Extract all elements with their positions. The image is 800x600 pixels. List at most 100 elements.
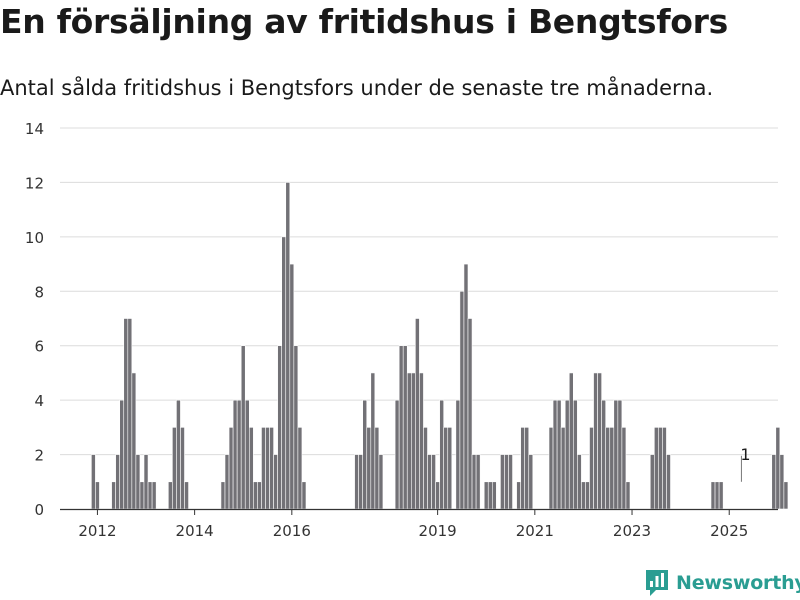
- bar: [273, 454, 278, 510]
- bar: [176, 399, 181, 510]
- bar: [228, 427, 234, 510]
- bar: [402, 345, 408, 510]
- bar: [597, 372, 602, 510]
- x-tick-label: 2023: [613, 522, 651, 540]
- bar: [115, 454, 121, 510]
- bar: [394, 399, 400, 510]
- bar: [463, 263, 469, 510]
- bar: [435, 481, 440, 510]
- bar: [568, 372, 574, 510]
- bar: [374, 427, 380, 510]
- bar: [560, 427, 566, 510]
- y-tick-label: 14: [25, 120, 44, 138]
- bar: [605, 427, 611, 510]
- bar: [415, 318, 420, 510]
- bar: [168, 481, 173, 510]
- bar: [500, 454, 505, 510]
- x-tick-label: 2012: [78, 522, 116, 540]
- y-tick-label: 8: [34, 283, 44, 301]
- bar: [147, 481, 153, 510]
- bar: [548, 427, 554, 510]
- chart-subtitle: Antal sålda fritidshus i Bengtsfors unde…: [0, 76, 714, 100]
- bar: [427, 454, 432, 510]
- bar: [572, 399, 578, 510]
- bar: [406, 372, 412, 510]
- bar: [261, 427, 266, 510]
- y-tick-label: 12: [25, 174, 44, 192]
- bar: [516, 481, 521, 510]
- bar: [771, 454, 777, 510]
- bar: [447, 427, 453, 510]
- bar: [439, 399, 444, 510]
- chart-title: En försäljning av fritidshus i Bengtsfor…: [0, 2, 728, 41]
- bar: [443, 427, 449, 510]
- bar: [431, 454, 436, 510]
- bar: [224, 454, 230, 510]
- bar: [293, 345, 299, 510]
- bar: [362, 399, 368, 510]
- bar: [111, 481, 116, 510]
- bar: [491, 481, 497, 510]
- annotation-label: 1: [740, 445, 750, 464]
- bar: [455, 399, 461, 510]
- bar: [601, 399, 607, 510]
- bar: [354, 454, 359, 510]
- bar: [718, 481, 724, 510]
- bar: [236, 399, 242, 510]
- bar: [419, 372, 424, 510]
- bar: [220, 481, 226, 510]
- bar: [625, 481, 631, 510]
- y-tick-label: 2: [34, 447, 44, 465]
- bar: [585, 481, 590, 510]
- bar: [467, 318, 473, 510]
- bar: [281, 236, 287, 510]
- bar: [240, 345, 246, 510]
- bar: [613, 399, 619, 510]
- bar: [609, 427, 615, 510]
- bar: [127, 318, 133, 510]
- bar: [581, 481, 586, 510]
- bar: [423, 427, 428, 510]
- bar-chart: 0 2 4 6 8 10 12 14 2012 2014 2016 2019 2021 2023 2025 1: [25, 120, 789, 540]
- bar: [277, 345, 282, 510]
- bar: [487, 481, 493, 510]
- bar: [370, 372, 376, 510]
- bar: [483, 481, 489, 510]
- bar: [410, 372, 416, 510]
- bar: [524, 427, 530, 510]
- bar: [593, 372, 598, 510]
- bar: [151, 481, 157, 510]
- y-tick-label: 10: [25, 229, 44, 247]
- bar: [232, 399, 238, 510]
- bar: [398, 345, 404, 510]
- bar: [508, 454, 513, 510]
- x-tick-label: 2016: [273, 522, 311, 540]
- bar: [139, 481, 145, 510]
- bar: [257, 481, 262, 510]
- bar: [285, 182, 291, 510]
- bar: [658, 427, 663, 510]
- bar: [649, 454, 655, 510]
- bar: [269, 427, 274, 510]
- bar: [119, 399, 125, 510]
- bar: [662, 427, 667, 510]
- bar: [265, 427, 270, 510]
- y-tick-label: 0: [34, 501, 44, 519]
- brand-name: Newsworthy: [676, 572, 800, 594]
- bar: [779, 454, 785, 510]
- bar: [577, 454, 582, 510]
- bar: [95, 481, 100, 510]
- bar: [714, 481, 720, 510]
- bar: [131, 372, 137, 510]
- bar: [589, 427, 594, 510]
- bar: [301, 481, 307, 510]
- bar: [471, 454, 477, 510]
- bar: [244, 399, 250, 510]
- bar: [297, 427, 303, 510]
- bar: [378, 454, 384, 510]
- bar: [504, 454, 509, 510]
- bar: [180, 427, 185, 510]
- bar: [621, 427, 627, 510]
- bar: [358, 454, 363, 510]
- bar: [184, 481, 189, 510]
